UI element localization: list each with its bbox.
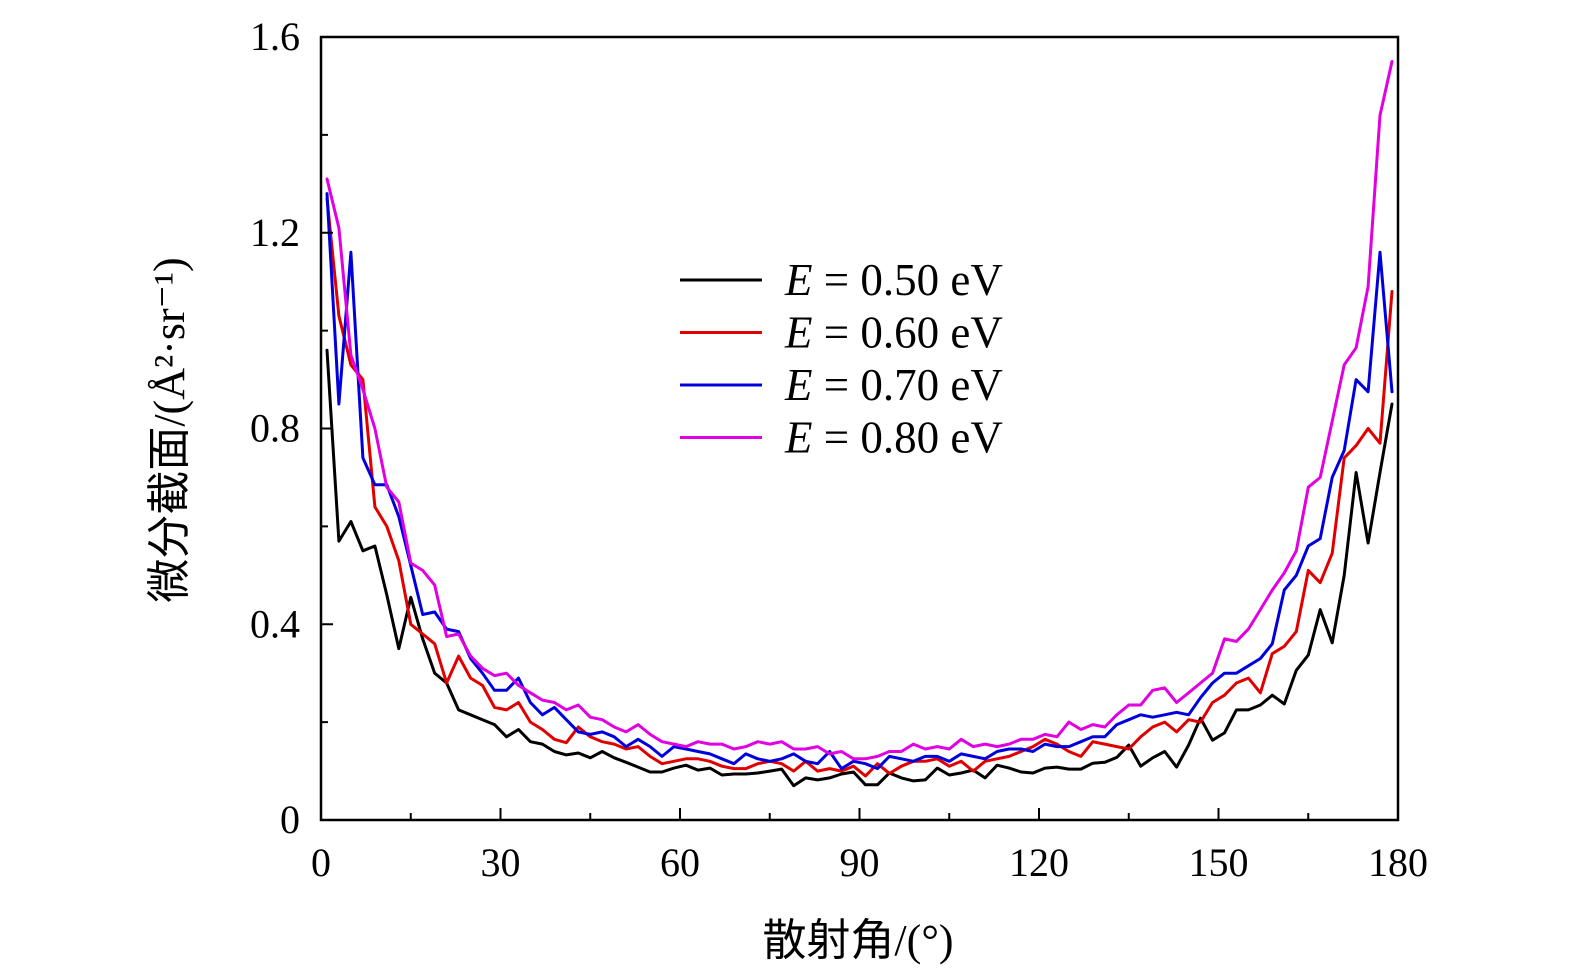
- y-tick-label: 1.2: [250, 210, 300, 255]
- x-tick-label: 90: [840, 840, 880, 885]
- series-line-1: [325, 197, 1394, 778]
- legend-label-1: E = 0.60 eV: [784, 308, 1003, 358]
- legend-entry-3: E = 0.80 eV: [680, 413, 1003, 463]
- legend-label-2: E = 0.70 eV: [784, 360, 1003, 410]
- y-axis-ticks: 0 0.4 0.8 1.2 1.6: [250, 14, 333, 842]
- x-tick-label: 0: [311, 840, 331, 885]
- x-tick-label: 30: [481, 840, 521, 885]
- series-line-3: [325, 60, 1394, 761]
- legend-label-0: E = 0.50 eV: [784, 255, 1003, 305]
- y-tick-label: 0: [280, 797, 300, 842]
- series-line-2: [325, 192, 1394, 771]
- legend: E = 0.50 eVE = 0.60 eVE = 0.70 eVE = 0.8…: [680, 255, 1003, 463]
- series-line-0: [325, 348, 1394, 788]
- plot-frame: [319, 35, 1400, 822]
- y-axis-label: 微分截面/(Å²·sr⁻¹): [145, 257, 194, 602]
- legend-label-3: E = 0.80 eV: [784, 413, 1003, 463]
- x-axis-label: 散射角/(°): [762, 916, 953, 965]
- x-tick-label: 120: [1009, 840, 1069, 885]
- x-tick-label: 150: [1189, 840, 1249, 885]
- series-lines: [325, 60, 1394, 788]
- legend-entry-0: E = 0.50 eV: [680, 255, 1003, 305]
- y-tick-label: 0.8: [250, 406, 300, 451]
- legend-entry-1: E = 0.60 eV: [680, 308, 1003, 358]
- y-tick-label: 1.6: [250, 14, 300, 59]
- x-axis-ticks: 0 30 60 90 120 150 180: [311, 808, 1428, 885]
- legend-entry-2: E = 0.70 eV: [680, 360, 1003, 410]
- x-tick-label: 60: [660, 840, 700, 885]
- x-tick-label: 180: [1368, 840, 1428, 885]
- y-tick-label: 0.4: [250, 601, 300, 646]
